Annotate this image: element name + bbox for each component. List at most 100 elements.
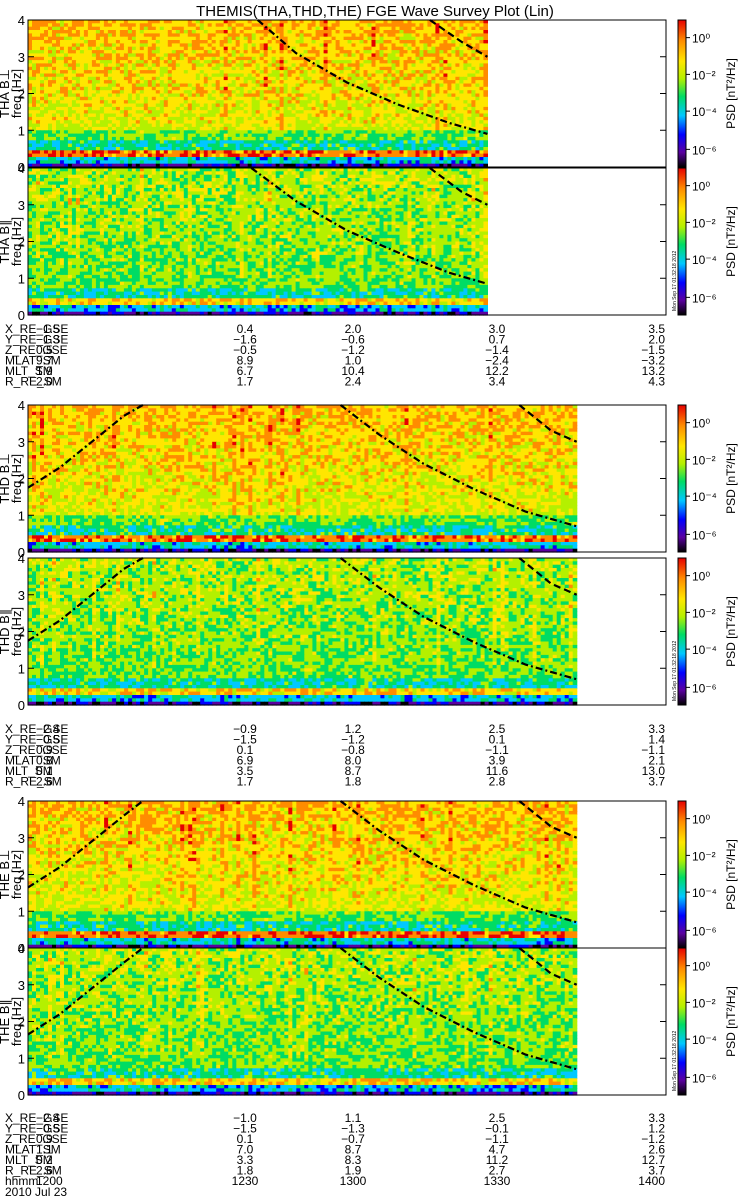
colorbar-tick-label: 10⁻⁴ xyxy=(692,643,717,657)
ephemeris-value: 1.7 xyxy=(237,775,254,789)
ephemeris-value: 2.6 xyxy=(36,775,53,789)
colorbar-tick-label: 10⁻² xyxy=(692,68,716,82)
ephemeris-value: 2.8 xyxy=(489,775,506,789)
ephemeris-value: 1.8 xyxy=(345,775,362,789)
colorbar-tha-bperp: 10⁰ 10⁻² 10⁻⁴ 10⁻⁶ PSD [nT²/Hz] xyxy=(678,20,738,167)
colorbar-label: PSD [nT²/Hz] xyxy=(724,206,738,277)
spectrogram-tha-bpar xyxy=(28,168,488,316)
y-tick-label: 4 xyxy=(18,398,25,413)
ephemeris-row-label: R_RE_SM xyxy=(5,375,62,389)
y-tick-label: 4 xyxy=(18,161,25,176)
y-tick-label: 3 xyxy=(18,435,25,450)
colorbar-tha-bpar: 10⁰ 10⁻² 10⁻⁴ 10⁻⁶ PSD [nT²/Hz] Mon Sep 17 01… xyxy=(672,168,738,315)
y-tick-label: 1 xyxy=(18,508,25,523)
colorbar-tick-label: 10⁻⁶ xyxy=(692,681,717,695)
y-tick-label: 4 xyxy=(18,941,25,956)
spectrogram-thd-bperp xyxy=(28,405,577,553)
spectrogram-tha-bperp xyxy=(28,20,488,168)
colorbar-label: PSD [nT²/Hz] xyxy=(724,839,738,910)
colorbar-the-bpar: 10⁰ 10⁻² 10⁻⁴ 10⁻⁶ PSD [nT²/Hz] Mon Sep 17 01… xyxy=(672,948,738,1095)
panel-ylabel-freq: freq [Hz] xyxy=(9,850,24,899)
ephemeris-value: 1400 xyxy=(638,1174,665,1188)
y-tick-label: 1 xyxy=(18,123,25,138)
y-tick-label: 4 xyxy=(18,551,25,566)
y-tick-label: 1 xyxy=(18,271,25,286)
ephemeris-value: 1330 xyxy=(484,1174,511,1188)
ephemeris-value: 3.4 xyxy=(489,375,506,389)
colorbar-tick-label: 10⁻² xyxy=(692,216,716,230)
colorbar-thd-bperp: 10⁰ 10⁻² 10⁻⁴ 10⁻⁶ PSD [nT²/Hz] xyxy=(678,405,738,552)
y-tick-label: 3 xyxy=(18,50,25,65)
colorbar-tick-label: 10⁰ xyxy=(692,960,710,974)
colorbar-label: PSD [nT²/Hz] xyxy=(724,986,738,1057)
y-tick-label: 0 xyxy=(18,308,25,323)
panel-ylabel-freq: freq [Hz] xyxy=(9,454,24,503)
colorbar-tick-label: 10⁰ xyxy=(692,813,710,827)
y-tick-label: 3 xyxy=(18,198,25,213)
colorbar-tick-label: 10⁻⁶ xyxy=(692,291,717,305)
panel-ylabel-freq: freq [Hz] xyxy=(9,607,24,656)
wave-survey-figure: THEMIS(THA,THD,THE) FGE Wave Survey Plot… xyxy=(0,0,750,1200)
ephemeris-value: 1.7 xyxy=(237,375,254,389)
colorbar-tick-label: 10⁰ xyxy=(692,180,710,194)
y-tick-label: 3 xyxy=(18,588,25,603)
colorbar-label: PSD [nT²/Hz] xyxy=(724,596,738,667)
colorbar-tick-label: 10⁻² xyxy=(692,606,716,620)
colorbar-tick-label: 10⁻² xyxy=(692,996,716,1010)
panel-ylabel-freq: freq [Hz] xyxy=(9,69,24,118)
y-tick-label: 4 xyxy=(18,13,25,28)
colorbar-tick-label: 10⁻² xyxy=(692,453,716,467)
date-label: 2010 Jul 23 xyxy=(5,1185,67,1199)
colorbar-tick-label: 10⁻⁶ xyxy=(692,143,717,157)
y-tick-label: 3 xyxy=(18,831,25,846)
ephemeris-value: 2.0 xyxy=(36,375,53,389)
y-tick-label: 1 xyxy=(18,661,25,676)
colorbar-tick-label: 10⁻⁶ xyxy=(692,924,717,938)
spectrogram-the-bpar xyxy=(28,948,577,1096)
colorbar-tick-label: 10⁰ xyxy=(692,570,710,584)
ephemeris-value: 3.7 xyxy=(648,775,665,789)
timestamp-label: Mon Sep 17 01:32:18 2012 xyxy=(672,1030,678,1091)
colorbar-tick-label: 10⁻² xyxy=(692,849,716,863)
chart-title: THEMIS(THA,THD,THE) FGE Wave Survey Plot… xyxy=(196,3,554,20)
colorbar-tick-label: 10⁻⁴ xyxy=(692,253,717,267)
colorbar-thd-bpar: 10⁰ 10⁻² 10⁻⁴ 10⁻⁶ PSD [nT²/Hz] Mon Sep 17 01… xyxy=(672,558,738,705)
colorbar-tick-label: 10⁻⁶ xyxy=(692,528,717,542)
ephemeris-value: 4.3 xyxy=(648,375,665,389)
timestamp-label: Mon Sep 17 01:32:18 2012 xyxy=(672,250,678,311)
colorbar-tick-label: 10⁻⁶ xyxy=(692,1071,717,1085)
ephemeris-the: X_RE_GSE−2.4 −1.0 1.1 2.5 3.3Y_RE_GSE−0.5 −1.… xyxy=(5,1111,665,1188)
y-tick-label: 0 xyxy=(18,698,25,713)
y-tick-label: 0 xyxy=(18,1088,25,1103)
colorbar-tick-label: 10⁻⁴ xyxy=(692,105,717,119)
colorbar-tick-label: 10⁻⁴ xyxy=(692,490,717,504)
colorbar-tick-label: 10⁰ xyxy=(692,32,710,46)
ephemeris-value: 2.4 xyxy=(345,375,362,389)
ephemeris-row-label: R_RE_SM xyxy=(5,775,62,789)
ephemeris-value: 1230 xyxy=(232,1174,259,1188)
ephemeris-value: 1300 xyxy=(340,1174,367,1188)
colorbar-label: PSD [nT²/Hz] xyxy=(724,443,738,514)
y-tick-label: 1 xyxy=(18,904,25,919)
timestamp-label: Mon Sep 17 01:32:18 2012 xyxy=(672,640,678,701)
ephemeris-tha: X_RE_GSE−1.5 0.4 2.0 3.0 3.5Y_RE_GSE−1.3 −1.6… xyxy=(5,322,665,389)
panel-ylabel-freq: freq [Hz] xyxy=(9,217,24,266)
colorbar-the-bperp: 10⁰ 10⁻² 10⁻⁴ 10⁻⁶ PSD [nT²/Hz] xyxy=(678,801,738,948)
colorbar-label: PSD [nT²/Hz] xyxy=(724,58,738,129)
y-tick-label: 1 xyxy=(18,1051,25,1066)
colorbar-tick-label: 10⁻⁴ xyxy=(692,886,717,900)
spectrogram-thd-bpar xyxy=(28,558,577,706)
colorbar-tick-label: 10⁻⁴ xyxy=(692,1033,717,1047)
ephemeris-thd: X_RE_GSE−2.4 −0.9 1.2 2.5 3.3Y_RE_GSE−0.5 −1.… xyxy=(5,722,665,789)
panel-ylabel-freq: freq [Hz] xyxy=(9,997,24,1046)
colorbar-tick-label: 10⁰ xyxy=(692,417,710,431)
y-tick-label: 4 xyxy=(18,794,25,809)
y-tick-label: 3 xyxy=(18,978,25,993)
